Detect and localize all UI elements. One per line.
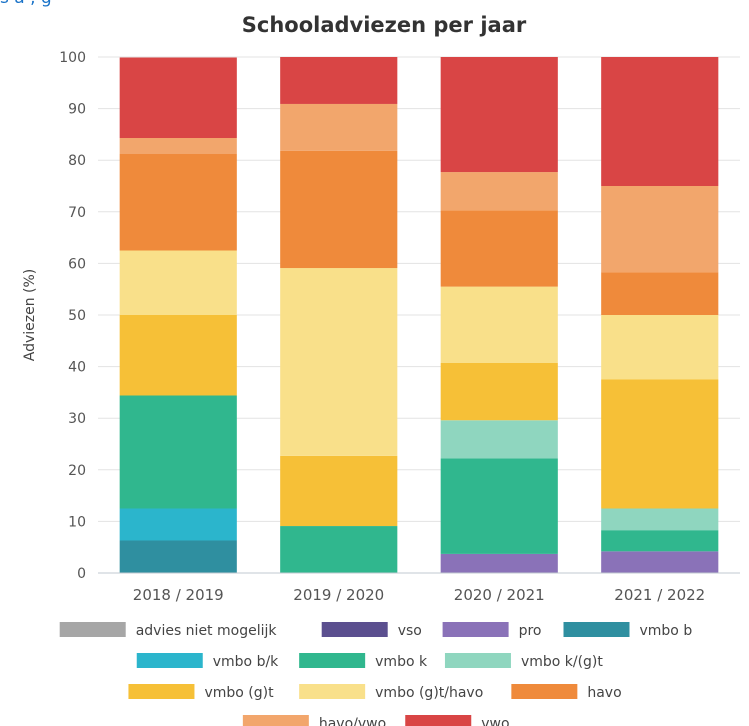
- legend-label: vmbo b/k: [213, 654, 279, 670]
- bar-segment[interactable]: [601, 530, 719, 552]
- legend-item[interactable]: vmbo (g)t/havo: [299, 684, 483, 701]
- y-tick-label: 60: [68, 256, 86, 272]
- bars: [119, 57, 719, 573]
- legend-item[interactable]: vmbo b: [563, 622, 693, 639]
- bar-segment[interactable]: [601, 272, 719, 315]
- y-axis-ticks: 0 10 20 30 40 50 60 70 80 90 100: [59, 50, 86, 582]
- bar-segment[interactable]: [119, 138, 237, 155]
- x-tick-label: 2018 / 2019: [133, 586, 224, 604]
- legend-swatch: [299, 684, 366, 699]
- bar-segment[interactable]: [601, 315, 719, 380]
- x-axis-ticks: 2018 / 2019 2019 / 2020 2020 / 2021 2021 / …: [133, 586, 705, 604]
- legend-swatch: [59, 622, 126, 637]
- header-fragment: s a , g: [0, 0, 52, 8]
- bar-segment[interactable]: [440, 458, 558, 554]
- bar-segment[interactable]: [601, 508, 719, 531]
- legend-item[interactable]: pro: [442, 622, 542, 639]
- bar-segment[interactable]: [440, 553, 558, 573]
- legend-item[interactable]: vmbo b/k: [136, 653, 279, 670]
- bar-segment[interactable]: [440, 57, 558, 173]
- legend-item[interactable]: vso: [321, 622, 422, 639]
- bar-segment[interactable]: [280, 150, 398, 269]
- bar-segment[interactable]: [119, 57, 237, 139]
- bar-segment[interactable]: [440, 420, 558, 459]
- x-tick-label: 2020 / 2021: [454, 586, 545, 604]
- bar-segment[interactable]: [119, 508, 237, 541]
- legend-label: vmbo b: [640, 623, 693, 639]
- bar-segment[interactable]: [440, 210, 558, 287]
- y-tick-label: 80: [68, 153, 86, 169]
- bar-segment[interactable]: [440, 362, 558, 421]
- bar-segment[interactable]: [280, 526, 398, 573]
- legend-swatch: [128, 684, 195, 699]
- y-tick-label: 10: [68, 514, 86, 530]
- legend[interactable]: advies niet mogelijk vso pro vmbo b vmbo b/k…: [59, 622, 693, 726]
- legend-item[interactable]: vwo: [405, 715, 510, 726]
- legend-swatch: [321, 622, 388, 637]
- bar-segment[interactable]: [119, 250, 237, 316]
- legend-swatch: [242, 715, 309, 726]
- legend-item[interactable]: havo/vwo: [242, 715, 386, 726]
- legend-item[interactable]: advies niet mogelijk: [59, 622, 278, 639]
- legend-label: havo/vwo: [319, 716, 386, 726]
- legend-label: vmbo k: [375, 654, 428, 670]
- y-tick-label: 30: [68, 411, 86, 427]
- bar-segment[interactable]: [280, 103, 398, 151]
- legend-item[interactable]: vmbo (g)t: [128, 684, 274, 701]
- legend-swatch: [136, 653, 203, 668]
- legend-label: vmbo (g)t: [204, 685, 274, 701]
- legend-swatch: [444, 653, 511, 668]
- legend-swatch: [442, 622, 509, 637]
- y-axis-label: Adviezen (%): [22, 269, 38, 362]
- legend-label: havo: [587, 685, 621, 701]
- legend-swatch: [405, 715, 472, 726]
- bar-segment[interactable]: [280, 268, 398, 456]
- bar-segment[interactable]: [601, 186, 719, 273]
- legend-item[interactable]: havo: [511, 684, 622, 701]
- y-tick-label: 40: [68, 360, 86, 376]
- y-tick-label: 50: [68, 308, 86, 324]
- bar-segment[interactable]: [119, 395, 237, 509]
- legend-label: vmbo k/(g)t: [521, 654, 603, 670]
- legend-label: advies niet mogelijk: [136, 623, 278, 639]
- y-tick-label: 90: [68, 102, 86, 118]
- bar-segment[interactable]: [601, 379, 719, 509]
- bar-segment[interactable]: [119, 315, 237, 396]
- bar-segment[interactable]: [119, 154, 237, 251]
- legend-item[interactable]: vmbo k: [299, 653, 428, 670]
- y-tick-label: 100: [59, 50, 86, 66]
- cropped-header-text: s a , g: [0, 0, 749, 8]
- bar-segment[interactable]: [280, 455, 398, 527]
- legend-label: vwo: [481, 716, 509, 726]
- x-tick-label: 2019 / 2020: [293, 586, 384, 604]
- legend-label: vmbo (g)t/havo: [375, 685, 483, 701]
- bar-segment[interactable]: [440, 286, 558, 363]
- legend-swatch: [563, 622, 630, 637]
- bar-segment[interactable]: [280, 57, 398, 104]
- y-tick-label: 70: [68, 205, 86, 221]
- legend-swatch: [299, 653, 366, 668]
- bar-segment[interactable]: [601, 551, 719, 573]
- legend-label: vso: [398, 623, 422, 639]
- y-tick-label: 0: [77, 566, 86, 582]
- bar-segment[interactable]: [119, 540, 237, 573]
- legend-label: pro: [519, 623, 542, 639]
- bar-segment[interactable]: [601, 57, 719, 186]
- bar-segment[interactable]: [440, 172, 558, 211]
- legend-item[interactable]: vmbo k/(g)t: [444, 653, 603, 670]
- legend-swatch: [511, 684, 578, 699]
- chart-title: Schooladviezen per jaar: [242, 13, 527, 37]
- y-tick-label: 20: [68, 463, 86, 479]
- x-tick-label: 2021 / 2022: [614, 586, 705, 604]
